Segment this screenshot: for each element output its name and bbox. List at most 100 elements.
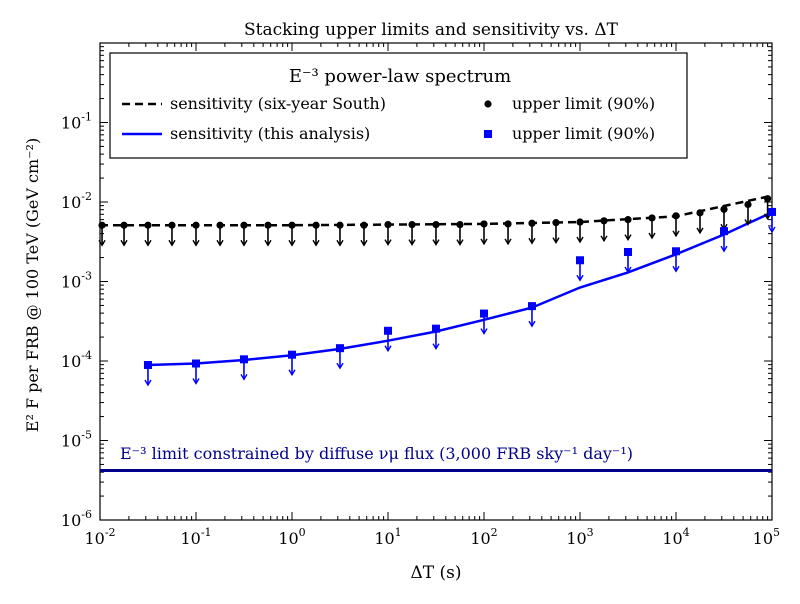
upper-limit-arrowhead [744,219,752,226]
upper-limit-point [144,221,152,229]
upper-limit-arrowhead [192,239,200,247]
upper-limit-arrowhead [216,239,224,247]
upper-limit-arrowhead [432,239,440,246]
upper-limit-arrowhead [384,239,392,246]
upper-limit-arrowhead [144,239,152,247]
x-tick-label: 10-2 [84,526,115,548]
plot-data: E⁻³ limit constrained by diffuse νμ flux… [98,194,776,472]
upper-limit-point [480,220,488,228]
legend-entry-label: upper limit (90%) [512,124,655,143]
upper-limit-arrowhead [168,239,176,247]
upper-limit-arrowhead [240,239,248,247]
upper-limit-point [192,359,200,368]
upper-limit-arrowhead [408,239,416,246]
upper-limit-arrowhead [192,378,200,385]
upper-limit-point [336,221,344,229]
upper-limit-arrowhead [648,232,656,240]
axes: 10-2 10-1 100 101 102 103 104 105 10-6 10-5 10-4 10… [61,42,780,548]
legend-title: E⁻³ power-law spectrum [289,66,511,87]
x-tick-label: 103 [566,526,593,548]
upper-limit-point [623,248,632,257]
upper-limit-arrowhead [528,237,536,245]
legend-box [109,52,688,159]
upper-limit-point [504,220,512,228]
upper-limit-arrowhead [336,239,344,247]
y-tick-label: 10-6 [61,508,92,530]
upper-limit-arrowhead [288,369,296,377]
x-axis-label: ΔT (s) [410,563,461,583]
upper-limit-point [240,221,248,229]
upper-limit-arrowhead [456,239,464,246]
legend-swatch-square [484,130,492,138]
legend-entry-label: sensitivity (this analysis) [170,124,370,143]
upper-limit-arrowhead [624,234,632,241]
upper-limit-arrowhead [240,373,248,381]
diffuse-limit-label: E⁻³ limit constrained by diffuse νμ flux… [120,444,633,463]
legend: E⁻³ power-law spectrum sensitivity (six-y… [109,52,688,159]
upper-limit-point [768,207,776,216]
upper-limit-arrowhead [120,239,128,247]
upper-limit-arrowhead [576,274,584,282]
upper-limit-point [264,221,272,229]
upper-limit-point [764,195,772,203]
upper-limit-point [600,217,608,225]
upper-limit-point [120,221,128,229]
upper-limit-arrowhead [312,239,320,247]
upper-limit-point [143,361,152,370]
x-tick-label: 101 [374,526,401,548]
series-line [147,211,773,367]
upper-limit-arrowhead [600,235,608,243]
upper-limit-point [192,221,200,229]
chart-title: Stacking upper limits and sensitivity vs… [244,20,619,40]
upper-limit-arrowhead [384,345,392,353]
upper-limit-arrowhead [768,226,776,234]
upper-limit-arrowhead [288,239,296,247]
x-tick-label: 105 [753,526,780,548]
upper-limit-arrowhead [264,239,272,247]
upper-limit-arrowhead [144,379,152,387]
legend-entry-label: upper limit (90%) [512,94,655,113]
upper-limit-point [335,344,344,353]
upper-limit-point [672,212,680,220]
upper-limit-arrowhead [624,266,632,274]
series-line [100,194,773,227]
upper-limit-arrowhead [720,245,728,253]
upper-limit-point [98,221,106,229]
upper-limit-arrowhead [696,227,704,235]
x-tick-label: 102 [470,526,497,548]
legend-swatch-circle [484,100,492,108]
upper-limit-arrowhead [672,265,680,273]
upper-limit-point [168,221,176,229]
upper-limit-arrowhead [336,362,344,370]
y-tick-label: 10-2 [61,190,92,212]
y-tick-label: 10-3 [61,270,92,292]
upper-limit-arrowhead [528,320,536,328]
upper-limit-point [527,302,536,311]
upper-limit-arrowhead [98,239,106,247]
upper-limit-point [576,218,584,226]
y-tick-label: 10-1 [61,111,92,133]
upper-limit-point [312,221,320,229]
upper-limit-point [552,219,560,227]
upper-limit-arrowhead [360,239,368,247]
upper-limit-point [384,326,392,335]
upper-limit-arrowhead [552,237,560,245]
upper-limit-point [288,221,296,229]
upper-limit-point [528,219,536,227]
upper-limit-point [456,220,464,229]
upper-limit-point [288,350,296,359]
upper-limit-point [432,220,440,229]
upper-limit-point [384,220,392,229]
upper-limit-point [720,227,729,236]
upper-limit-point [576,256,584,265]
y-tick-label: 10-4 [61,349,92,371]
y-axis-label: E² F per FRB @ 100 TeV (GeV cm⁻²) [23,138,42,432]
upper-limit-point [216,221,224,229]
legend-entry-label: sensitivity (six-year South) [170,94,386,113]
upper-limit-point [672,247,680,256]
x-tick-label: 10-1 [180,526,211,548]
upper-limit-point [720,205,728,213]
upper-limit-arrowhead [480,238,488,246]
